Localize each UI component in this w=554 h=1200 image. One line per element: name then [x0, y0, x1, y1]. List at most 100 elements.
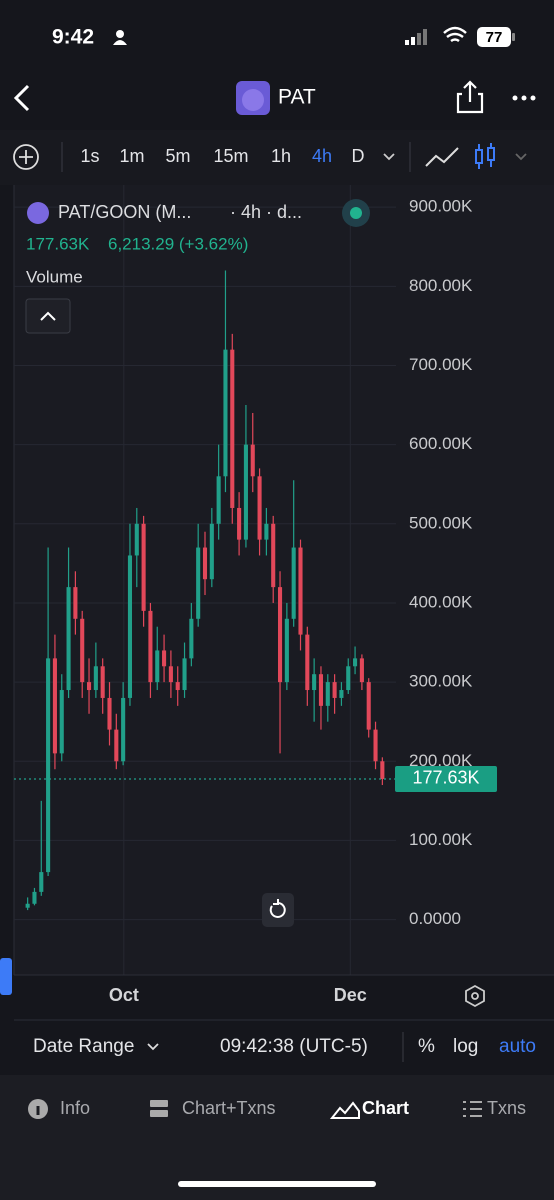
interval-menu[interactable]: [383, 153, 395, 161]
candle-body: [305, 634, 310, 691]
candle-body: [100, 666, 105, 698]
share-button[interactable]: [456, 80, 484, 114]
interval-option[interactable]: 1s: [80, 146, 99, 166]
interval-option[interactable]: 4h: [312, 146, 332, 166]
candle-body: [39, 872, 44, 892]
reset-button[interactable]: [262, 893, 294, 927]
interval-option[interactable]: 1h: [271, 146, 291, 166]
clock: 09:42:38 (UTC-5): [220, 1036, 368, 1057]
collapse-button[interactable]: [25, 298, 71, 334]
signal-icon: [405, 29, 427, 45]
side-tab[interactable]: [0, 958, 12, 995]
candle-body: [114, 729, 119, 762]
add-indicator[interactable]: [13, 144, 39, 170]
interval-option[interactable]: D: [352, 146, 365, 166]
candle-body: [271, 523, 276, 588]
tab-label[interactable]: Chart: [362, 1098, 409, 1118]
back-button[interactable]: [13, 84, 30, 112]
candle-chart-type[interactable]: [475, 143, 495, 169]
scale-option[interactable]: auto: [499, 1036, 536, 1057]
candle-body: [353, 658, 358, 667]
legend-meta: · 4h · d...: [230, 202, 302, 222]
toolbar: [0, 130, 554, 185]
settings-icon: [471, 992, 479, 1000]
candle-body: [59, 690, 64, 754]
x-tick-label: Dec: [334, 985, 367, 1005]
candle-body: [223, 349, 228, 477]
y-tick-label: 100.00K: [409, 830, 473, 849]
tab-label[interactable]: Info: [60, 1098, 90, 1118]
candle-body: [168, 666, 173, 683]
y-tick-label: 200.00K: [409, 751, 473, 770]
date-range[interactable]: Date Range: [33, 1036, 134, 1057]
chart-panel: [14, 185, 554, 975]
candle-body: [162, 650, 167, 667]
y-tick-label: 700.00K: [409, 355, 473, 374]
candle-body: [46, 658, 51, 873]
candle-body: [312, 674, 317, 691]
interval-option[interactable]: 15m: [213, 146, 248, 166]
candle-body: [366, 682, 371, 730]
y-tick-label: 300.00K: [409, 672, 473, 691]
candle-body: [332, 682, 337, 698]
tab-label[interactable]: Chart+Txns: [182, 1098, 276, 1118]
date-range-menu[interactable]: [147, 1043, 159, 1051]
legend-last: 177.63K: [26, 234, 90, 253]
candle-body: [93, 666, 98, 691]
scale-option[interactable]: log: [453, 1036, 478, 1057]
candle-body: [182, 658, 187, 691]
txns-icon: [463, 1101, 482, 1117]
x-tick-label: Oct: [109, 985, 139, 1005]
interval-option[interactable]: 5m: [165, 146, 190, 166]
chart-txns-icon: [150, 1100, 168, 1107]
chart-type-menu[interactable]: [515, 153, 527, 161]
volume-label: Volume: [26, 267, 83, 286]
tab-label[interactable]: Txns: [487, 1098, 526, 1118]
battery-tip: [512, 33, 515, 41]
last-price-label: 177.63K: [412, 768, 479, 788]
candle-body: [86, 682, 92, 691]
scale-options: % log auto: [418, 1036, 536, 1057]
info-glyph: [36, 1106, 40, 1115]
status-time: 9:42: [52, 26, 94, 49]
candle-body: [216, 476, 221, 524]
legend-change: 6,213.29 (+3.62%): [108, 234, 248, 253]
reset-icon: [269, 899, 286, 918]
candle-body: [339, 690, 344, 698]
candle-body: [298, 547, 303, 635]
price-axis: 900.00K 800.00K 700.00K 600.00K 500.00K 400.0…: [14, 197, 497, 928]
candle-body: [155, 650, 160, 683]
candles: [25, 270, 385, 911]
scale-option[interactable]: %: [418, 1036, 435, 1057]
y-tick-label: 400.00K: [409, 592, 473, 611]
candle-body: [250, 444, 255, 477]
settings-button[interactable]: [465, 984, 485, 1008]
time-axis: Oct Dec: [109, 985, 367, 1005]
candle-body: [380, 761, 385, 779]
chart-txns-icon: [150, 1110, 168, 1117]
tabs: Info Chart+Txns Chart Txns: [60, 1098, 526, 1118]
more-button[interactable]: [512, 95, 536, 101]
candle-body: [284, 618, 289, 683]
candle-body: [196, 547, 201, 619]
line-chart-type[interactable]: [425, 147, 459, 167]
candle-body: [373, 729, 378, 762]
candle-body: [230, 349, 235, 508]
y-tick-label: 600.00K: [409, 434, 473, 453]
y-tick-label: 0.0000: [409, 909, 461, 928]
candle-body: [318, 674, 324, 706]
candle-body: [127, 555, 133, 698]
candle-body: [141, 523, 146, 611]
candle-body: [66, 587, 71, 691]
candle-body: [107, 697, 112, 730]
candle-body: [202, 547, 208, 580]
candle-body: [134, 523, 139, 556]
candle-body: [80, 618, 85, 683]
collapse-icon: [40, 311, 56, 321]
interval-option[interactable]: 1m: [119, 146, 144, 166]
token-face: [242, 89, 264, 111]
home-indicator: [178, 1181, 376, 1187]
legend-icon: [27, 202, 49, 224]
candle-body: [325, 682, 330, 706]
